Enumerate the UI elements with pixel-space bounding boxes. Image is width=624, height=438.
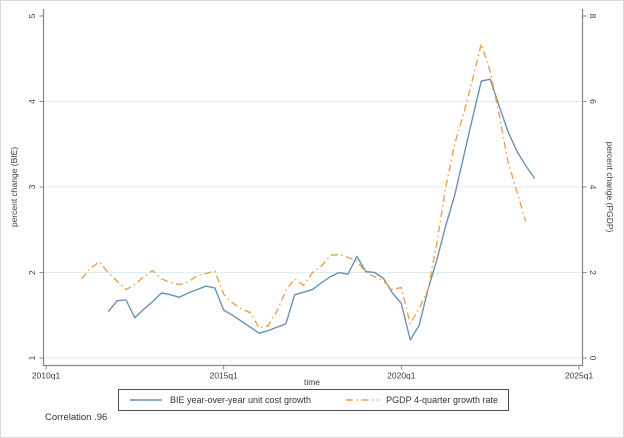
right-axis-title-text: percent change (PGDP) xyxy=(605,141,615,233)
legend-entry-pgdp: PGDP 4-quarter growth rate xyxy=(345,395,498,405)
bie-series-line xyxy=(107,78,536,341)
right-tick-label: 4 xyxy=(588,185,598,190)
legend: BIE year-over-year unit cost growth PGDP… xyxy=(118,389,509,411)
pgdp-series-line xyxy=(80,43,527,329)
legend-entry-bie: BIE year-over-year unit cost growth xyxy=(129,395,311,405)
left-tick-label: 4 xyxy=(27,99,37,104)
left-tick-label: 2 xyxy=(27,270,37,275)
left-axis-title-text: percent change (BIE) xyxy=(9,146,19,228)
x-tick-label: 2020q1 xyxy=(387,371,416,381)
right-tick-label: 8 xyxy=(588,14,598,19)
right-tick-label: 2 xyxy=(588,270,598,275)
legend-label-pgdp: PGDP 4-quarter growth rate xyxy=(386,395,498,405)
right-tick-label: 0 xyxy=(588,356,598,361)
x-tick-label: 2010q1 xyxy=(32,371,61,381)
bie-line-swatch xyxy=(130,399,162,401)
left-tick-label: 1 xyxy=(27,355,37,360)
correlation-note: Correlation .96 xyxy=(45,412,108,423)
x-axis-title-text: time xyxy=(303,377,321,387)
pgdp-line-swatch xyxy=(346,399,379,401)
right-tick-label: 6 xyxy=(588,99,598,104)
x-tick-label: 2025q1 xyxy=(565,371,594,381)
left-tick-label: 5 xyxy=(27,13,37,18)
left-tick-label: 3 xyxy=(27,184,37,189)
legend-label-bie: BIE year-over-year unit cost growth xyxy=(170,395,312,405)
x-tick-label: 2015q1 xyxy=(209,371,238,381)
